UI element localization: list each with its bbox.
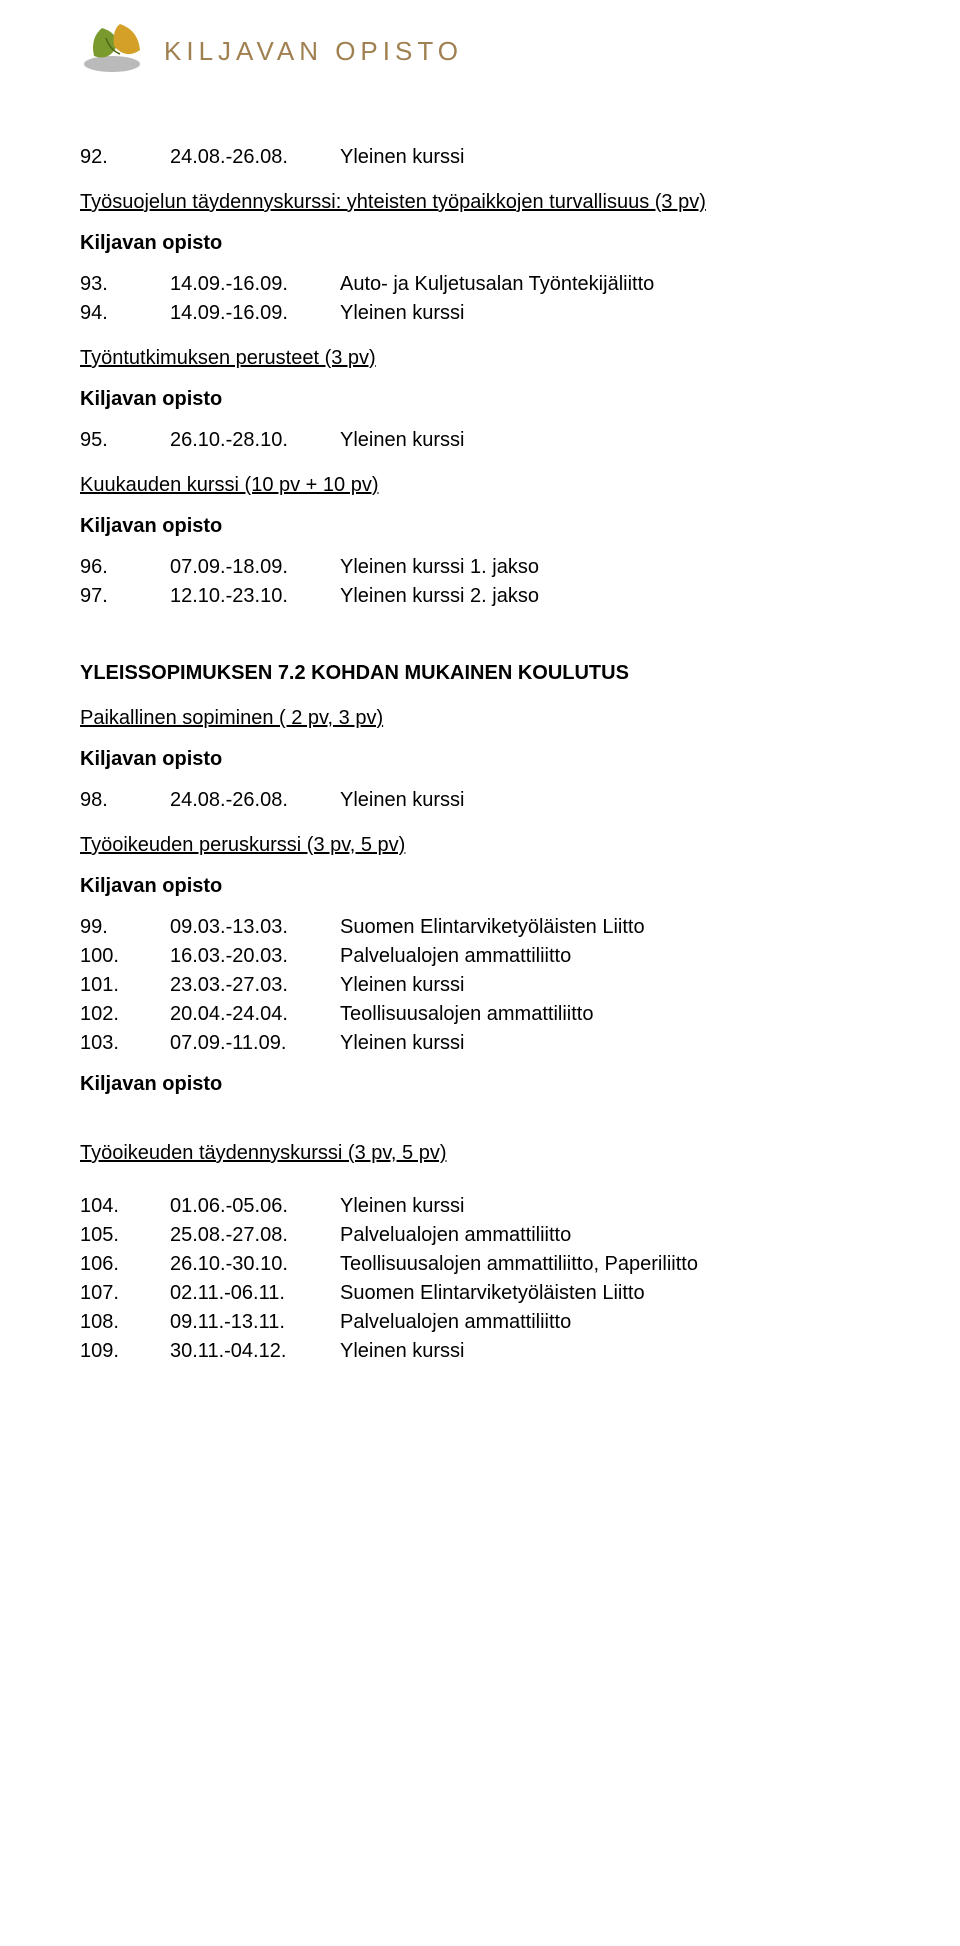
- major-heading: YLEISSOPIMUKSEN 7.2 KOHDAN MUKAINEN KOUL…: [80, 660, 880, 687]
- institute-label: Kiljavan opisto: [80, 873, 880, 900]
- course-row: 99. 09.03.-13.03. Suomen Elintarviketyöl…: [80, 914, 880, 941]
- row-desc: Teollisuusalojen ammattiliitto: [340, 1001, 880, 1028]
- row-desc: Yleinen kurssi: [340, 1338, 880, 1365]
- row-date: 20.04.-24.04.: [170, 1001, 340, 1028]
- row-desc: Yleinen kurssi: [340, 427, 880, 454]
- institute-label: Kiljavan opisto: [80, 230, 880, 257]
- page-title: KILJAVAN OPISTO: [164, 34, 463, 69]
- course-row: 93. 14.09.-16.09. Auto- ja Kuljetusalan …: [80, 271, 880, 298]
- course-row: 102. 20.04.-24.04. Teollisuusalojen amma…: [80, 1001, 880, 1028]
- row-number: 95.: [80, 427, 170, 454]
- row-date: 26.10.-30.10.: [170, 1251, 340, 1278]
- row-date: 14.09.-16.09.: [170, 271, 340, 298]
- row-desc: Yleinen kurssi: [340, 300, 880, 327]
- institute-label: Kiljavan opisto: [80, 386, 880, 413]
- row-date: 14.09.-16.09.: [170, 300, 340, 327]
- row-date: 26.10.-28.10.: [170, 427, 340, 454]
- row-desc: Yleinen kurssi: [340, 1030, 880, 1057]
- row-date: 07.09.-11.09.: [170, 1030, 340, 1057]
- row-number: 109.: [80, 1338, 170, 1365]
- row-number: 102.: [80, 1001, 170, 1028]
- course-row: 107. 02.11.-06.11. Suomen Elintarviketyö…: [80, 1280, 880, 1307]
- course-row: 105. 25.08.-27.08. Palvelualojen ammatti…: [80, 1222, 880, 1249]
- row-date: 01.06.-05.06.: [170, 1193, 340, 1220]
- row-desc: Yleinen kurssi: [340, 787, 880, 814]
- row-number: 104.: [80, 1193, 170, 1220]
- row-number: 108.: [80, 1309, 170, 1336]
- row-date: 24.08.-26.08.: [170, 144, 340, 171]
- section-heading: Kuukauden kurssi (10 pv + 10 pv): [80, 472, 880, 499]
- section-heading: Työoikeuden peruskurssi (3 pv, 5 pv): [80, 832, 880, 859]
- section-heading: Työsuojelun täydennyskurssi: yhteisten t…: [80, 189, 880, 216]
- row-date: 12.10.-23.10.: [170, 583, 340, 610]
- row-number: 94.: [80, 300, 170, 327]
- course-row: 101. 23.03.-27.03. Yleinen kurssi: [80, 972, 880, 999]
- row-date: 30.11.-04.12.: [170, 1338, 340, 1365]
- row-number: 98.: [80, 787, 170, 814]
- logo-icon: [80, 20, 150, 84]
- course-row: 97. 12.10.-23.10. Yleinen kurssi 2. jaks…: [80, 583, 880, 610]
- row-desc: Yleinen kurssi: [340, 1193, 880, 1220]
- section-heading: Paikallinen sopiminen ( 2 pv, 3 pv): [80, 705, 880, 732]
- row-number: 96.: [80, 554, 170, 581]
- section-heading: Työntutkimuksen perusteet (3 pv): [80, 345, 880, 372]
- row-number: 105.: [80, 1222, 170, 1249]
- course-row: 95. 26.10.-28.10. Yleinen kurssi: [80, 427, 880, 454]
- institute-label: Kiljavan opisto: [80, 1071, 880, 1098]
- row-number: 106.: [80, 1251, 170, 1278]
- row-number: 93.: [80, 271, 170, 298]
- row-date: 24.08.-26.08.: [170, 787, 340, 814]
- course-row: 100. 16.03.-20.03. Palvelualojen ammatti…: [80, 943, 880, 970]
- page-header: KILJAVAN OPISTO: [80, 20, 880, 84]
- course-row: 103. 07.09.-11.09. Yleinen kurssi: [80, 1030, 880, 1057]
- institute-label: Kiljavan opisto: [80, 746, 880, 773]
- row-desc: Yleinen kurssi: [340, 144, 880, 171]
- row-number: 101.: [80, 972, 170, 999]
- course-row: 94. 14.09.-16.09. Yleinen kurssi: [80, 300, 880, 327]
- course-row: 109. 30.11.-04.12. Yleinen kurssi: [80, 1338, 880, 1365]
- row-date: 23.03.-27.03.: [170, 972, 340, 999]
- course-row: 98. 24.08.-26.08. Yleinen kurssi: [80, 787, 880, 814]
- row-desc: Suomen Elintarviketyöläisten Liitto: [340, 914, 880, 941]
- row-desc: Yleinen kurssi 1. jakso: [340, 554, 880, 581]
- course-row: 108. 09.11.-13.11. Palvelualojen ammatti…: [80, 1309, 880, 1336]
- course-row: 106. 26.10.-30.10. Teollisuusalojen amma…: [80, 1251, 880, 1278]
- row-number: 107.: [80, 1280, 170, 1307]
- row-desc: Yleinen kurssi 2. jakso: [340, 583, 880, 610]
- row-desc: Teollisuusalojen ammattiliitto, Paperili…: [340, 1251, 880, 1278]
- section-heading: Työoikeuden täydennyskurssi (3 pv, 5 pv): [80, 1140, 880, 1167]
- row-date: 25.08.-27.08.: [170, 1222, 340, 1249]
- row-number: 99.: [80, 914, 170, 941]
- row-desc: Yleinen kurssi: [340, 972, 880, 999]
- course-row: 104. 01.06.-05.06. Yleinen kurssi: [80, 1193, 880, 1220]
- row-date: 09.11.-13.11.: [170, 1309, 340, 1336]
- row-desc: Suomen Elintarviketyöläisten Liitto: [340, 1280, 880, 1307]
- row-date: 09.03.-13.03.: [170, 914, 340, 941]
- row-date: 07.09.-18.09.: [170, 554, 340, 581]
- row-number: 103.: [80, 1030, 170, 1057]
- row-number: 92.: [80, 144, 170, 171]
- row-desc: Palvelualojen ammattiliitto: [340, 1222, 880, 1249]
- row-date: 16.03.-20.03.: [170, 943, 340, 970]
- course-row: 92. 24.08.-26.08. Yleinen kurssi: [80, 144, 880, 171]
- course-row: 96. 07.09.-18.09. Yleinen kurssi 1. jaks…: [80, 554, 880, 581]
- row-date: 02.11.-06.11.: [170, 1280, 340, 1307]
- row-desc: Auto- ja Kuljetusalan Työntekijäliitto: [340, 271, 880, 298]
- row-desc: Palvelualojen ammattiliitto: [340, 1309, 880, 1336]
- institute-label: Kiljavan opisto: [80, 513, 880, 540]
- row-number: 97.: [80, 583, 170, 610]
- row-desc: Palvelualojen ammattiliitto: [340, 943, 880, 970]
- row-number: 100.: [80, 943, 170, 970]
